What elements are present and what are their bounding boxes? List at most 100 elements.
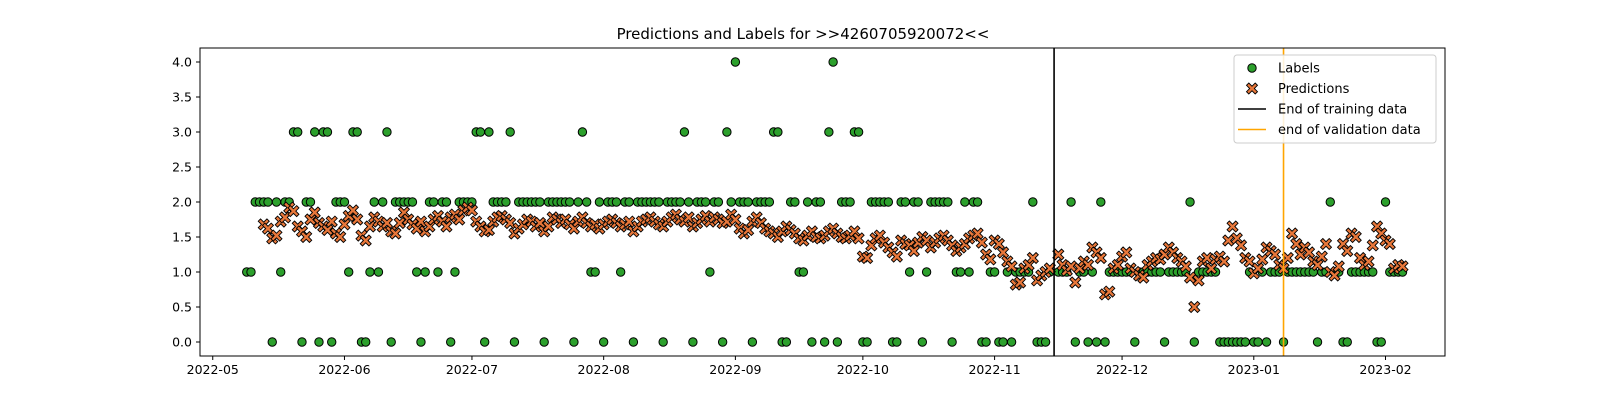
label-point <box>798 267 809 277</box>
prediction-point <box>359 234 372 247</box>
y-tick-label: 3.0 <box>172 125 192 140</box>
legend-labels-marker <box>1247 63 1257 73</box>
y-axis: 0.0 0.5 1.0 1.5 2.0 2.5 3.0 3.5 4.0 <box>172 55 200 350</box>
prediction-point <box>300 230 313 244</box>
label-point <box>263 197 273 207</box>
prediction-point <box>465 204 479 217</box>
label-point <box>420 267 430 277</box>
label-point <box>921 267 932 277</box>
label-point <box>913 197 923 207</box>
prediction-point <box>325 215 338 228</box>
label-point <box>441 197 452 207</box>
label-point <box>904 267 915 277</box>
label-point <box>815 197 826 207</box>
y-tick-label: 0.5 <box>172 300 192 315</box>
label-point <box>900 197 911 207</box>
label-point <box>594 197 605 207</box>
prediction-point <box>1290 237 1303 251</box>
x-tick-label: 2022-12 <box>1096 362 1148 377</box>
x-tick-label: 2022-07 <box>446 362 498 377</box>
label-point <box>981 337 991 347</box>
label-point <box>314 337 324 347</box>
label-point <box>853 127 864 137</box>
predictions-series <box>257 201 1409 314</box>
label-point <box>352 127 362 137</box>
prediction-point <box>1200 251 1214 265</box>
label-point <box>446 337 456 347</box>
prediction-point <box>351 213 364 226</box>
label-point <box>964 267 974 277</box>
label-point <box>717 337 728 347</box>
label-point <box>1185 197 1195 207</box>
label-point <box>484 127 494 137</box>
label-point <box>369 197 379 207</box>
label-point <box>819 337 830 347</box>
label-point <box>862 337 872 347</box>
label-point <box>598 337 609 347</box>
label-point <box>628 337 639 347</box>
label-point <box>1368 267 1378 277</box>
label-point <box>683 197 694 207</box>
label-point <box>429 197 439 207</box>
label-point <box>883 197 894 207</box>
label-point <box>1006 337 1017 347</box>
label-point <box>1070 337 1081 347</box>
prediction-point <box>1188 300 1201 314</box>
label-point <box>1159 337 1170 347</box>
label-point <box>790 197 800 207</box>
label-point <box>773 127 783 137</box>
label-point <box>1083 337 1093 347</box>
prediction-point <box>261 222 275 235</box>
prediction-point <box>270 229 283 242</box>
label-point <box>293 127 303 137</box>
label-point <box>450 267 460 277</box>
label-point <box>590 267 600 277</box>
x-tick-label: 2022-08 <box>578 362 630 377</box>
x-axis: 2022-05 2022-06 2022-07 2022-08 2022-09 2022-… <box>187 356 1412 377</box>
x-tick-label: 2022-05 <box>187 362 239 377</box>
label-point <box>960 197 970 207</box>
label-point <box>705 267 715 277</box>
y-tick-label: 1.0 <box>172 265 192 280</box>
prediction-point <box>1362 255 1375 268</box>
prediction-point <box>623 215 636 228</box>
prediction-point <box>1052 248 1065 261</box>
prediction-point <box>1192 274 1205 287</box>
prediction-point <box>1005 260 1018 273</box>
prediction-point <box>1234 239 1248 252</box>
x-tick-label: 2023-01 <box>1228 362 1280 377</box>
label-point <box>276 267 286 277</box>
label-point <box>1189 337 1200 347</box>
chart-title: Predictions and Labels for >>42607059200… <box>617 25 990 43</box>
label-point <box>577 127 588 137</box>
prediction-point <box>1268 248 1282 261</box>
y-tick-label: 2.5 <box>172 160 192 175</box>
label-point <box>824 127 834 137</box>
prediction-point <box>363 220 377 233</box>
label-point <box>828 57 838 67</box>
label-point <box>675 197 685 207</box>
prediction-point <box>1043 262 1056 275</box>
label-point <box>917 337 928 347</box>
prediction-point <box>1315 250 1328 263</box>
prediction-point <box>975 236 988 249</box>
label-point <box>475 127 486 137</box>
label-point <box>807 337 817 347</box>
label-point <box>535 197 545 207</box>
label-point <box>1376 337 1386 347</box>
label-point <box>501 197 511 207</box>
label-point <box>679 127 690 137</box>
prediction-point <box>1243 255 1256 268</box>
prediction-point <box>890 250 903 263</box>
label-point <box>713 197 724 207</box>
label-point <box>747 337 758 347</box>
label-point <box>539 337 549 347</box>
label-point <box>327 337 337 347</box>
label-point <box>845 197 855 207</box>
x-tick-label: 2023-02 <box>1359 362 1411 377</box>
label-point <box>1066 197 1076 207</box>
prediction-point <box>1013 276 1027 289</box>
prediction-point <box>1103 285 1116 298</box>
y-tick-label: 2.0 <box>172 195 192 210</box>
y-tick-label: 3.5 <box>172 90 192 105</box>
